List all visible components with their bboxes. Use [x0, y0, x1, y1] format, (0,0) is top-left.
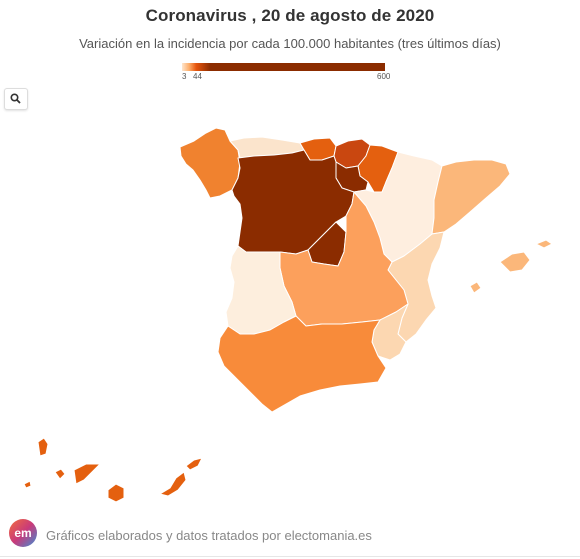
electomania-logo: em [9, 519, 37, 547]
region-galicia[interactable] [179, 127, 241, 199]
region-canarias-tenerife[interactable] [73, 463, 101, 485]
region-canarias-gran-canaria[interactable] [107, 483, 125, 503]
region-canarias-la-gomera[interactable] [54, 468, 66, 480]
footer-credit: Gráficos elaborados y datos tratados por… [46, 528, 372, 543]
legend-mid-label: 44 [193, 72, 202, 81]
region-cataluna[interactable] [431, 159, 511, 235]
region-baleares-mallorca[interactable] [499, 251, 531, 273]
chart-title: Coronavirus , 20 de agosto de 2020 [145, 6, 435, 25]
search-icon [10, 93, 21, 104]
region-canarias-fuerteventura[interactable] [159, 471, 187, 497]
region-canarias-lanzarote[interactable] [185, 457, 203, 471]
legend-min-label: 3 [182, 72, 187, 81]
map-search-button[interactable] [4, 88, 28, 110]
logo-text: em [14, 526, 31, 540]
legend-max-label: 600 [377, 72, 391, 81]
legend-gradient-bar [182, 63, 385, 71]
region-canarias-la-palma[interactable] [37, 437, 49, 457]
region-canarias-el-hierro[interactable] [23, 480, 32, 489]
region-baleares-ibiza[interactable] [469, 281, 482, 294]
region-andalucia[interactable] [217, 315, 387, 413]
color-legend: 3 44 600 [182, 63, 390, 83]
spain-map [23, 127, 553, 503]
chart-subtitle: Variación en la incidencia por cada 100.… [79, 36, 501, 51]
region-baleares-menorca[interactable] [535, 239, 553, 249]
footer-divider [0, 556, 580, 557]
